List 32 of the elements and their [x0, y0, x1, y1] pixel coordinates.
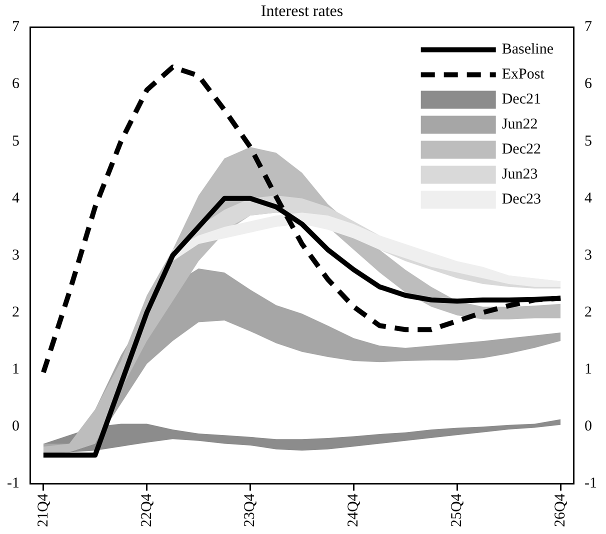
- legend-label: Baseline: [502, 42, 554, 58]
- y2-tick-label: 3: [584, 247, 592, 264]
- y-tick-label: 5: [12, 133, 20, 150]
- y-tick-label: 4: [12, 190, 20, 206]
- legend-label: ExPost: [502, 66, 546, 83]
- y2-tick-label: 0: [584, 418, 592, 435]
- legend-label: Dec21: [502, 92, 542, 108]
- x-tick-label: 22Q4: [138, 493, 155, 528]
- y2-tick-label: 7: [584, 19, 593, 36]
- y-tick-label: 2: [12, 304, 20, 320]
- x-tick-label: 26Q4: [552, 493, 569, 528]
- y-tick-label: 1: [12, 361, 20, 378]
- y2-tick-label: 2: [584, 304, 592, 320]
- x-tick-label: 24Q4: [346, 493, 362, 528]
- legend-label: Jun23: [502, 166, 538, 183]
- y-tick-label: 0: [12, 418, 20, 435]
- legend-label: Dec22: [502, 142, 542, 158]
- y2-tick-label: -1: [584, 476, 598, 492]
- y2-tick-label: 5: [584, 133, 592, 150]
- legend-label: Jun22: [502, 116, 538, 133]
- y2-tick-label: 6: [584, 76, 593, 92]
- x-tick-label: 25Q4: [449, 493, 466, 528]
- y2-tick-label: 4: [584, 190, 593, 206]
- y2-tick-label: 1: [584, 361, 592, 378]
- chart-title: Interest rates: [260, 2, 344, 20]
- y-tick-label: -1: [6, 476, 20, 492]
- x-tick-label: 23Q4: [242, 493, 258, 528]
- y-tick-label: 7: [12, 19, 20, 36]
- legend-label: Dec23: [502, 192, 542, 208]
- y-tick-label: 6: [12, 76, 20, 92]
- y-tick-label: 3: [12, 247, 20, 264]
- x-tick-label: 21Q4: [35, 493, 52, 528]
